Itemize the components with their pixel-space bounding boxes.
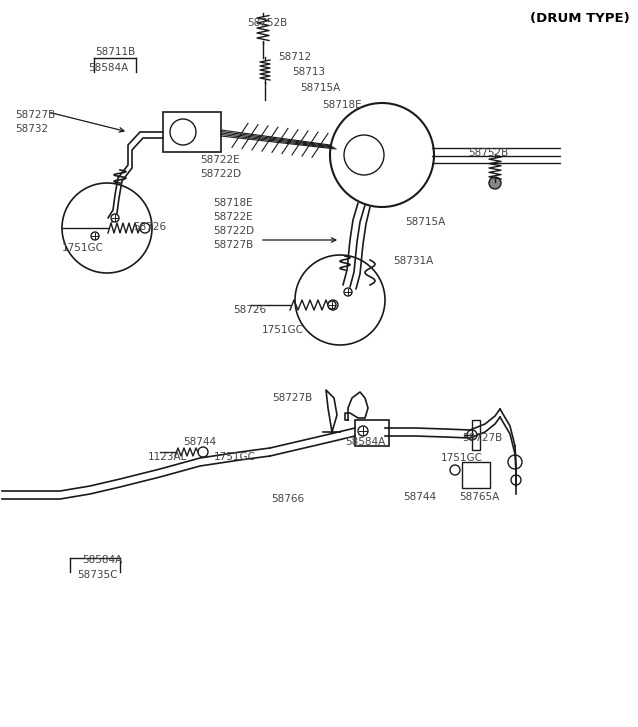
- Text: 58727B: 58727B: [15, 110, 56, 120]
- Text: 58715A: 58715A: [405, 217, 445, 227]
- Text: 58727B: 58727B: [213, 240, 253, 250]
- Text: 58584A: 58584A: [88, 63, 128, 73]
- Bar: [462, 462, 490, 488]
- Bar: [355, 420, 389, 446]
- Text: 58727B: 58727B: [272, 393, 312, 403]
- Text: 58713: 58713: [292, 67, 325, 77]
- Text: 58766: 58766: [271, 494, 304, 504]
- Text: 58731A: 58731A: [393, 256, 433, 266]
- Text: 58722E: 58722E: [200, 155, 240, 165]
- Text: 58722D: 58722D: [213, 226, 254, 236]
- Bar: [472, 420, 480, 450]
- Text: 58722E: 58722E: [213, 212, 253, 222]
- Text: 1751GC: 1751GC: [262, 325, 304, 335]
- Circle shape: [328, 301, 336, 309]
- Text: 58715A: 58715A: [300, 83, 340, 93]
- Text: 58726: 58726: [233, 305, 266, 315]
- Text: 1751GC: 1751GC: [441, 453, 483, 463]
- Circle shape: [91, 232, 99, 240]
- Text: 58732: 58732: [15, 124, 48, 134]
- Circle shape: [111, 214, 119, 222]
- Text: 58744: 58744: [403, 492, 436, 502]
- Circle shape: [358, 426, 368, 436]
- Text: 58718E: 58718E: [213, 198, 253, 208]
- Text: 58727B: 58727B: [462, 433, 502, 443]
- Text: 1751GC: 1751GC: [62, 243, 104, 253]
- Text: 58726: 58726: [133, 222, 166, 232]
- Text: 58735C: 58735C: [77, 570, 117, 580]
- Text: 58752B: 58752B: [247, 18, 287, 28]
- Circle shape: [344, 288, 352, 296]
- Text: 58752B: 58752B: [468, 148, 508, 158]
- Text: 58712: 58712: [278, 52, 311, 62]
- Circle shape: [489, 177, 501, 189]
- Text: 58584A: 58584A: [345, 437, 385, 447]
- Text: 1751GC: 1751GC: [214, 452, 256, 462]
- Text: 58744: 58744: [183, 437, 216, 447]
- Text: 1123AL: 1123AL: [148, 452, 188, 462]
- Text: 58711B: 58711B: [95, 47, 135, 57]
- Text: 58722D: 58722D: [200, 169, 241, 179]
- Text: 58584A: 58584A: [82, 555, 122, 565]
- Text: (DRUM TYPE): (DRUM TYPE): [530, 12, 630, 25]
- Text: 58765A: 58765A: [459, 492, 500, 502]
- Bar: [163, 112, 221, 152]
- Text: 58718E: 58718E: [322, 100, 362, 110]
